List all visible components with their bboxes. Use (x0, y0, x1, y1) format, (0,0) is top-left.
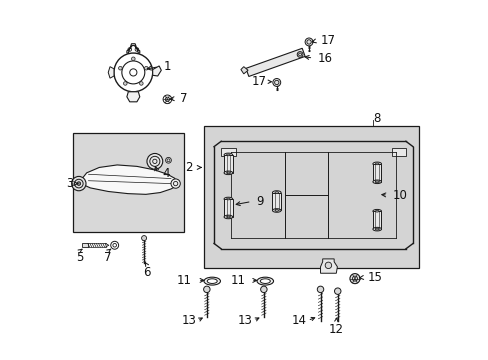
Bar (204, 126, 418, 268)
Circle shape (297, 51, 303, 57)
Ellipse shape (207, 279, 217, 283)
Circle shape (349, 274, 359, 284)
Polygon shape (391, 148, 405, 156)
Text: 17: 17 (251, 75, 266, 87)
Ellipse shape (272, 209, 281, 212)
Circle shape (165, 157, 171, 163)
Circle shape (139, 82, 143, 85)
Text: 10: 10 (392, 189, 407, 202)
Text: 4: 4 (162, 167, 169, 180)
Polygon shape (80, 165, 176, 194)
Text: 15: 15 (367, 271, 382, 284)
Text: 16: 16 (317, 51, 332, 64)
Text: 2: 2 (184, 161, 192, 174)
Polygon shape (241, 67, 247, 74)
Text: 12: 12 (328, 323, 343, 336)
Bar (224, 199, 232, 217)
Text: 1: 1 (163, 60, 171, 73)
Polygon shape (108, 67, 114, 78)
Ellipse shape (272, 191, 281, 194)
Ellipse shape (375, 163, 378, 165)
Text: 13: 13 (237, 314, 252, 327)
Text: 11: 11 (230, 274, 245, 287)
Ellipse shape (224, 171, 232, 175)
Text: 7: 7 (104, 251, 112, 264)
Circle shape (77, 182, 81, 185)
Ellipse shape (224, 197, 232, 201)
Text: 13: 13 (181, 314, 196, 327)
Ellipse shape (274, 192, 278, 193)
Text: 11: 11 (177, 274, 192, 287)
Ellipse shape (224, 215, 232, 219)
Circle shape (147, 153, 163, 169)
Circle shape (144, 66, 148, 70)
Polygon shape (221, 148, 235, 156)
Text: 14: 14 (290, 314, 305, 327)
Bar (73, 134, 184, 232)
Bar (372, 164, 381, 182)
Circle shape (72, 176, 86, 191)
Ellipse shape (375, 228, 378, 230)
Ellipse shape (226, 216, 230, 218)
Polygon shape (152, 66, 161, 76)
Circle shape (203, 286, 210, 293)
Circle shape (334, 288, 340, 294)
Text: 3: 3 (66, 177, 73, 190)
Ellipse shape (372, 180, 381, 184)
Ellipse shape (226, 172, 230, 174)
Text: 6: 6 (143, 266, 150, 279)
Polygon shape (245, 48, 305, 76)
Ellipse shape (375, 210, 378, 212)
Text: 17: 17 (320, 34, 335, 48)
Ellipse shape (226, 154, 230, 156)
Circle shape (142, 235, 146, 240)
Bar (272, 193, 281, 211)
Ellipse shape (203, 277, 220, 285)
Bar (372, 211, 381, 229)
Circle shape (260, 286, 266, 293)
Circle shape (123, 82, 127, 85)
Text: 7: 7 (180, 92, 187, 105)
Ellipse shape (274, 210, 278, 211)
Polygon shape (320, 259, 337, 273)
Text: 5: 5 (76, 251, 83, 264)
Ellipse shape (257, 277, 273, 285)
Ellipse shape (375, 181, 378, 183)
Polygon shape (82, 243, 88, 247)
Circle shape (305, 38, 312, 46)
Circle shape (118, 66, 122, 70)
Polygon shape (126, 44, 140, 53)
Ellipse shape (260, 279, 270, 283)
Text: 8: 8 (372, 112, 380, 125)
Circle shape (272, 78, 280, 86)
Text: 9: 9 (256, 195, 264, 208)
Ellipse shape (224, 153, 232, 157)
Ellipse shape (372, 227, 381, 231)
Ellipse shape (372, 162, 381, 166)
Ellipse shape (226, 198, 230, 200)
Circle shape (317, 286, 323, 293)
Ellipse shape (372, 210, 381, 213)
Circle shape (171, 179, 180, 188)
Circle shape (325, 262, 331, 269)
Circle shape (131, 57, 135, 60)
Polygon shape (126, 92, 140, 102)
Bar (224, 155, 232, 173)
